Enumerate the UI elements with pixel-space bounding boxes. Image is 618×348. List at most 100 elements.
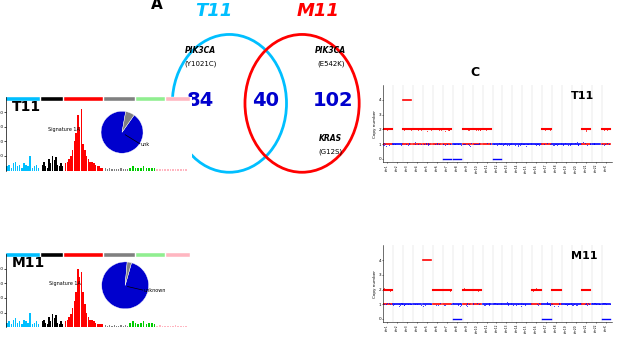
Point [473, 127, 483, 133]
Bar [125, 169, 126, 171]
Point [378, 143, 388, 148]
Point [430, 288, 439, 293]
Point [551, 287, 561, 293]
Point [442, 142, 452, 147]
Bar [70, 314, 72, 327]
Point [604, 141, 614, 147]
Bar [25, 165, 27, 171]
Point [384, 288, 394, 294]
Bar [116, 169, 117, 171]
Text: T11: T11 [570, 91, 594, 101]
Point [599, 300, 609, 306]
Bar [100, 168, 101, 171]
Point [503, 302, 513, 308]
Point [456, 302, 466, 308]
Bar [75, 133, 77, 171]
Point [543, 301, 553, 307]
Point [584, 287, 594, 292]
Bar [175, 169, 176, 171]
Point [395, 302, 405, 308]
Bar [122, 169, 124, 171]
Y-axis label: Copy number: Copy number [373, 270, 377, 298]
Point [553, 141, 563, 147]
Point [551, 141, 561, 147]
Bar [52, 314, 53, 327]
Bar [77, 115, 78, 171]
Bar [154, 168, 155, 171]
Bar [41, 97, 62, 101]
Point [400, 142, 410, 147]
Point [458, 141, 468, 147]
Point [565, 142, 575, 148]
Bar [72, 150, 74, 171]
Bar [27, 323, 29, 327]
Point [605, 301, 615, 307]
Text: unk: unk [141, 142, 150, 147]
Bar [57, 165, 58, 171]
Point [434, 141, 444, 147]
Bar [136, 253, 164, 257]
Point [528, 288, 538, 293]
Point [484, 301, 494, 306]
Point [514, 143, 523, 149]
Bar [33, 323, 35, 327]
Point [549, 142, 559, 148]
Point [563, 142, 573, 148]
Bar [122, 326, 124, 327]
Bar [104, 253, 135, 257]
Bar [111, 326, 112, 327]
Point [441, 126, 451, 132]
Point [549, 303, 559, 309]
Point [472, 301, 482, 306]
Point [440, 128, 450, 134]
Point [549, 287, 559, 292]
Point [589, 301, 599, 306]
Bar [64, 253, 103, 257]
Point [413, 127, 423, 133]
Point [502, 300, 512, 305]
Point [594, 301, 604, 307]
Point [571, 302, 581, 308]
Point [514, 302, 523, 307]
Bar [72, 308, 74, 327]
Point [384, 142, 394, 148]
Point [394, 301, 404, 306]
Bar [47, 324, 48, 327]
Point [556, 286, 565, 292]
Bar [172, 169, 174, 171]
Bar [156, 169, 158, 171]
Bar [118, 326, 119, 327]
Point [600, 141, 610, 147]
Bar [30, 313, 31, 327]
Point [418, 303, 428, 308]
Bar [172, 326, 174, 327]
Point [382, 301, 392, 306]
Bar [95, 165, 96, 171]
Point [464, 127, 474, 133]
Point [469, 142, 479, 147]
Bar [164, 169, 166, 171]
Point [599, 127, 609, 133]
Point [402, 142, 412, 148]
Point [587, 300, 597, 306]
Bar [75, 292, 77, 327]
Bar [50, 163, 51, 171]
Point [470, 286, 480, 291]
Bar [90, 320, 91, 327]
Bar [140, 323, 142, 327]
Point [455, 301, 465, 306]
Bar [84, 150, 86, 171]
Point [472, 286, 481, 292]
Point [589, 142, 599, 147]
Bar [50, 321, 51, 327]
Point [426, 127, 436, 132]
Point [534, 286, 544, 292]
Point [520, 302, 530, 308]
Point [572, 303, 582, 308]
Bar [15, 318, 16, 327]
Text: (Y1021C): (Y1021C) [185, 61, 217, 67]
Point [542, 300, 552, 305]
Point [381, 301, 391, 307]
Bar [140, 168, 142, 171]
Point [520, 301, 530, 306]
